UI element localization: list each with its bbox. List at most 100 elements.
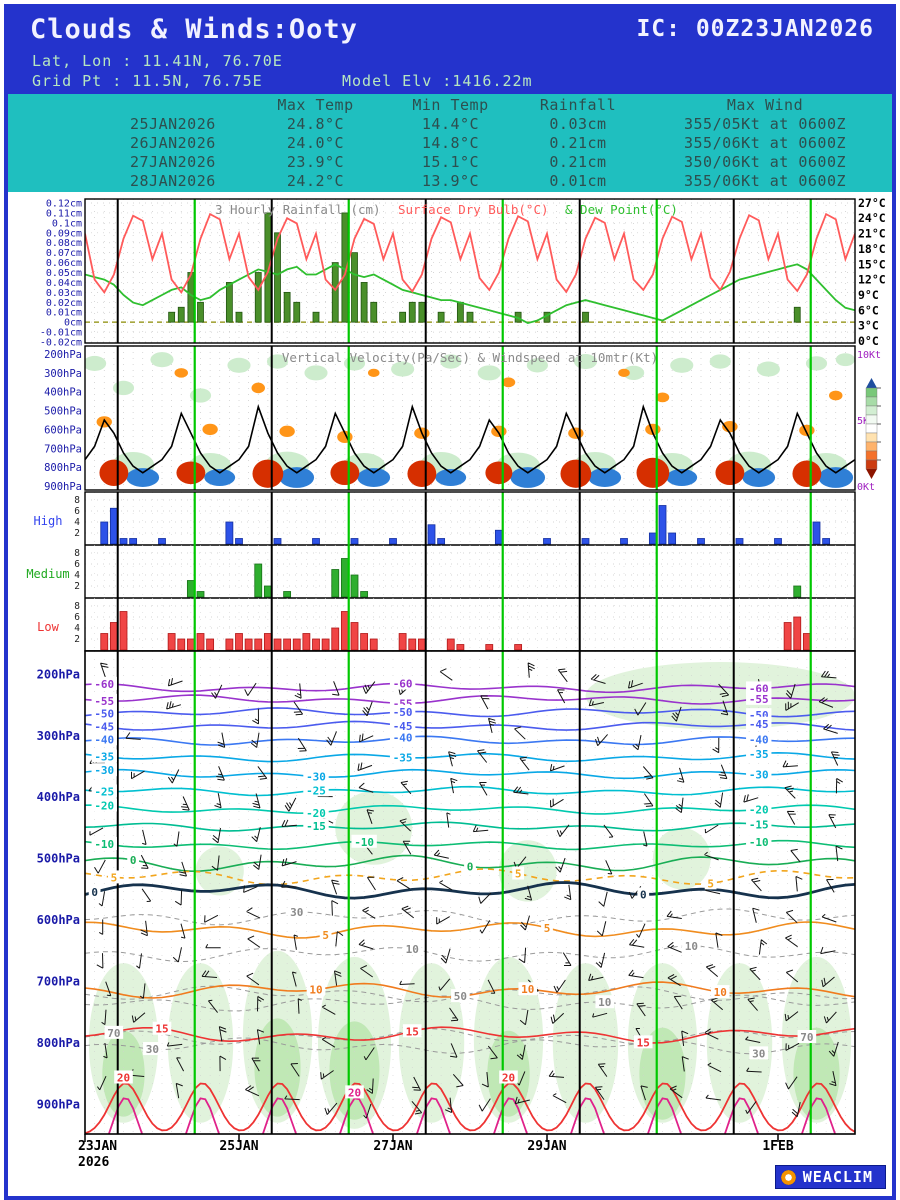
- svg-text:0.02cm: 0.02cm: [46, 298, 82, 309]
- svg-text:-40: -40: [94, 733, 114, 746]
- svg-text:2: 2: [74, 581, 80, 592]
- svg-text:-45: -45: [94, 721, 114, 734]
- svg-text:5: 5: [111, 871, 118, 884]
- svg-text:9°C: 9°C: [858, 288, 879, 302]
- svg-text:0.11cm: 0.11cm: [46, 208, 82, 219]
- svg-text:-30: -30: [94, 764, 114, 777]
- svg-text:0cm: 0cm: [64, 318, 82, 329]
- svg-text:-25: -25: [306, 784, 326, 797]
- svg-text:-35: -35: [749, 748, 769, 761]
- svg-text:0.03cm: 0.03cm: [46, 288, 82, 299]
- svg-text:4: 4: [74, 570, 80, 581]
- daily-summary-block: Max Temp Min Temp Rainfall Max Wind 25JAN20…: [8, 94, 892, 192]
- svg-text:-55: -55: [749, 693, 769, 706]
- svg-text:0.07cm: 0.07cm: [46, 248, 82, 259]
- svg-text:-10: -10: [94, 838, 114, 851]
- svg-text:3 Hourly Rainfall (cm): 3 Hourly Rainfall (cm): [215, 202, 381, 217]
- summary-rows: 25JAN2026 24.8°C 14.4°C 0.03cm 355/05Kt at 0…: [8, 115, 892, 191]
- svg-text:0Kt: 0Kt: [857, 482, 875, 493]
- svg-text:10: 10: [714, 986, 727, 999]
- svg-text:200hPa: 200hPa: [44, 349, 82, 361]
- svg-text:24°C: 24°C: [858, 211, 886, 225]
- svg-text:0.06cm: 0.06cm: [46, 258, 82, 269]
- svg-text:0: 0: [467, 861, 474, 874]
- svg-text:Low: Low: [37, 620, 59, 634]
- svg-text:15°C: 15°C: [858, 257, 886, 271]
- svg-text:70: 70: [107, 1027, 120, 1040]
- svg-text:5Kt: 5Kt: [857, 416, 875, 427]
- svg-text:8: 8: [74, 601, 80, 612]
- init-condition-label: IC: 00Z23JAN2026: [636, 16, 874, 42]
- page-title: Clouds & Winds:Ooty: [30, 14, 358, 45]
- svg-text:18°C: 18°C: [858, 242, 886, 256]
- svg-text:300hPa: 300hPa: [37, 729, 80, 743]
- svg-text:20: 20: [502, 1071, 515, 1084]
- summary-table: Max Temp Min Temp Rainfall Max Wind 25JAN20…: [8, 96, 892, 191]
- svg-text:& Dew Point(°C): & Dew Point(°C): [565, 202, 678, 217]
- svg-text:700hPa: 700hPa: [37, 974, 80, 988]
- model-elevation-label: Model Elv :1416.22m: [342, 72, 533, 90]
- svg-text:Medium: Medium: [26, 567, 69, 581]
- svg-text:8: 8: [74, 495, 80, 506]
- svg-text:30: 30: [290, 906, 303, 919]
- svg-text:0.12cm: 0.12cm: [46, 199, 82, 210]
- svg-text:-20: -20: [749, 804, 769, 817]
- rain-temp-panel: [85, 199, 855, 343]
- svg-text:0°C: 0°C: [858, 334, 879, 348]
- svg-text:10: 10: [406, 943, 419, 956]
- svg-text:-50: -50: [393, 706, 413, 719]
- weaclim-badge: WEACLIM: [774, 1165, 886, 1189]
- svg-text:27JAN: 27JAN: [373, 1139, 412, 1154]
- svg-text:-0.02cm: -0.02cm: [40, 338, 82, 349]
- brand-label: WEACLIM: [802, 1168, 873, 1186]
- svg-text:5: 5: [707, 877, 714, 890]
- svg-text:-35: -35: [94, 751, 114, 764]
- svg-text:-45: -45: [393, 720, 413, 733]
- svg-text:15: 15: [637, 1036, 650, 1049]
- svg-text:-20: -20: [94, 799, 114, 812]
- svg-text:Vertical Velocity(Pa/Sec) & Wi: Vertical Velocity(Pa/Sec) & Windspeed at…: [282, 350, 658, 365]
- svg-text:30: 30: [752, 1047, 765, 1060]
- summary-row: 28JAN2026 24.2°C 13.9°C 0.01cm 355/06Kt at 0…: [130, 172, 847, 190]
- svg-text:600hPa: 600hPa: [37, 913, 80, 927]
- summary-row: 26JAN2026 24.0°C 14.8°C 0.21cm 355/06Kt at 0…: [130, 134, 847, 152]
- svg-text:21°C: 21°C: [858, 227, 886, 241]
- svg-text:-20: -20: [306, 807, 326, 820]
- lat-lon-label: Lat, Lon : 11.41N, 76.70E: [32, 52, 283, 70]
- svg-text:500hPa: 500hPa: [37, 852, 80, 866]
- svg-text:50: 50: [454, 990, 467, 1003]
- svg-text:-15: -15: [749, 818, 769, 831]
- svg-text:600hPa: 600hPa: [44, 424, 82, 436]
- svg-text:0.09cm: 0.09cm: [46, 228, 82, 239]
- svg-text:300hPa: 300hPa: [44, 368, 82, 380]
- svg-text:-60: -60: [94, 678, 114, 691]
- svg-text:0.01cm: 0.01cm: [46, 308, 82, 319]
- weaclim-logo-icon: [780, 1169, 796, 1185]
- summary-row: 27JAN2026 23.9°C 15.1°C 0.21cm 350/06Kt at 0…: [130, 153, 847, 171]
- svg-text:29JAN: 29JAN: [527, 1139, 566, 1154]
- svg-text:2: 2: [74, 528, 80, 539]
- svg-text:0: 0: [640, 889, 647, 902]
- summary-col-header: Min Temp: [412, 96, 489, 114]
- svg-text:400hPa: 400hPa: [44, 387, 82, 399]
- svg-text:6: 6: [74, 612, 80, 623]
- svg-text:10: 10: [685, 940, 698, 953]
- cloud-cover-panel: [85, 492, 855, 651]
- svg-text:8: 8: [74, 548, 80, 559]
- svg-text:-50: -50: [94, 708, 114, 721]
- svg-text:400hPa: 400hPa: [37, 790, 80, 804]
- svg-text:High: High: [34, 514, 63, 528]
- svg-text:70: 70: [800, 1031, 813, 1044]
- svg-text:700hPa: 700hPa: [44, 443, 82, 455]
- svg-text:12°C: 12°C: [858, 273, 886, 287]
- svg-text:-0.01cm: -0.01cm: [40, 328, 82, 339]
- svg-text:900hPa: 900hPa: [37, 1097, 80, 1111]
- svg-text:0.05cm: 0.05cm: [46, 268, 82, 279]
- svg-text:4: 4: [74, 517, 80, 528]
- svg-text:4: 4: [74, 623, 80, 634]
- svg-text:10: 10: [521, 983, 534, 996]
- svg-text:-30: -30: [749, 769, 769, 782]
- header: Clouds & Winds:Ooty IC: 00Z23JAN2026 Lat…: [8, 8, 892, 94]
